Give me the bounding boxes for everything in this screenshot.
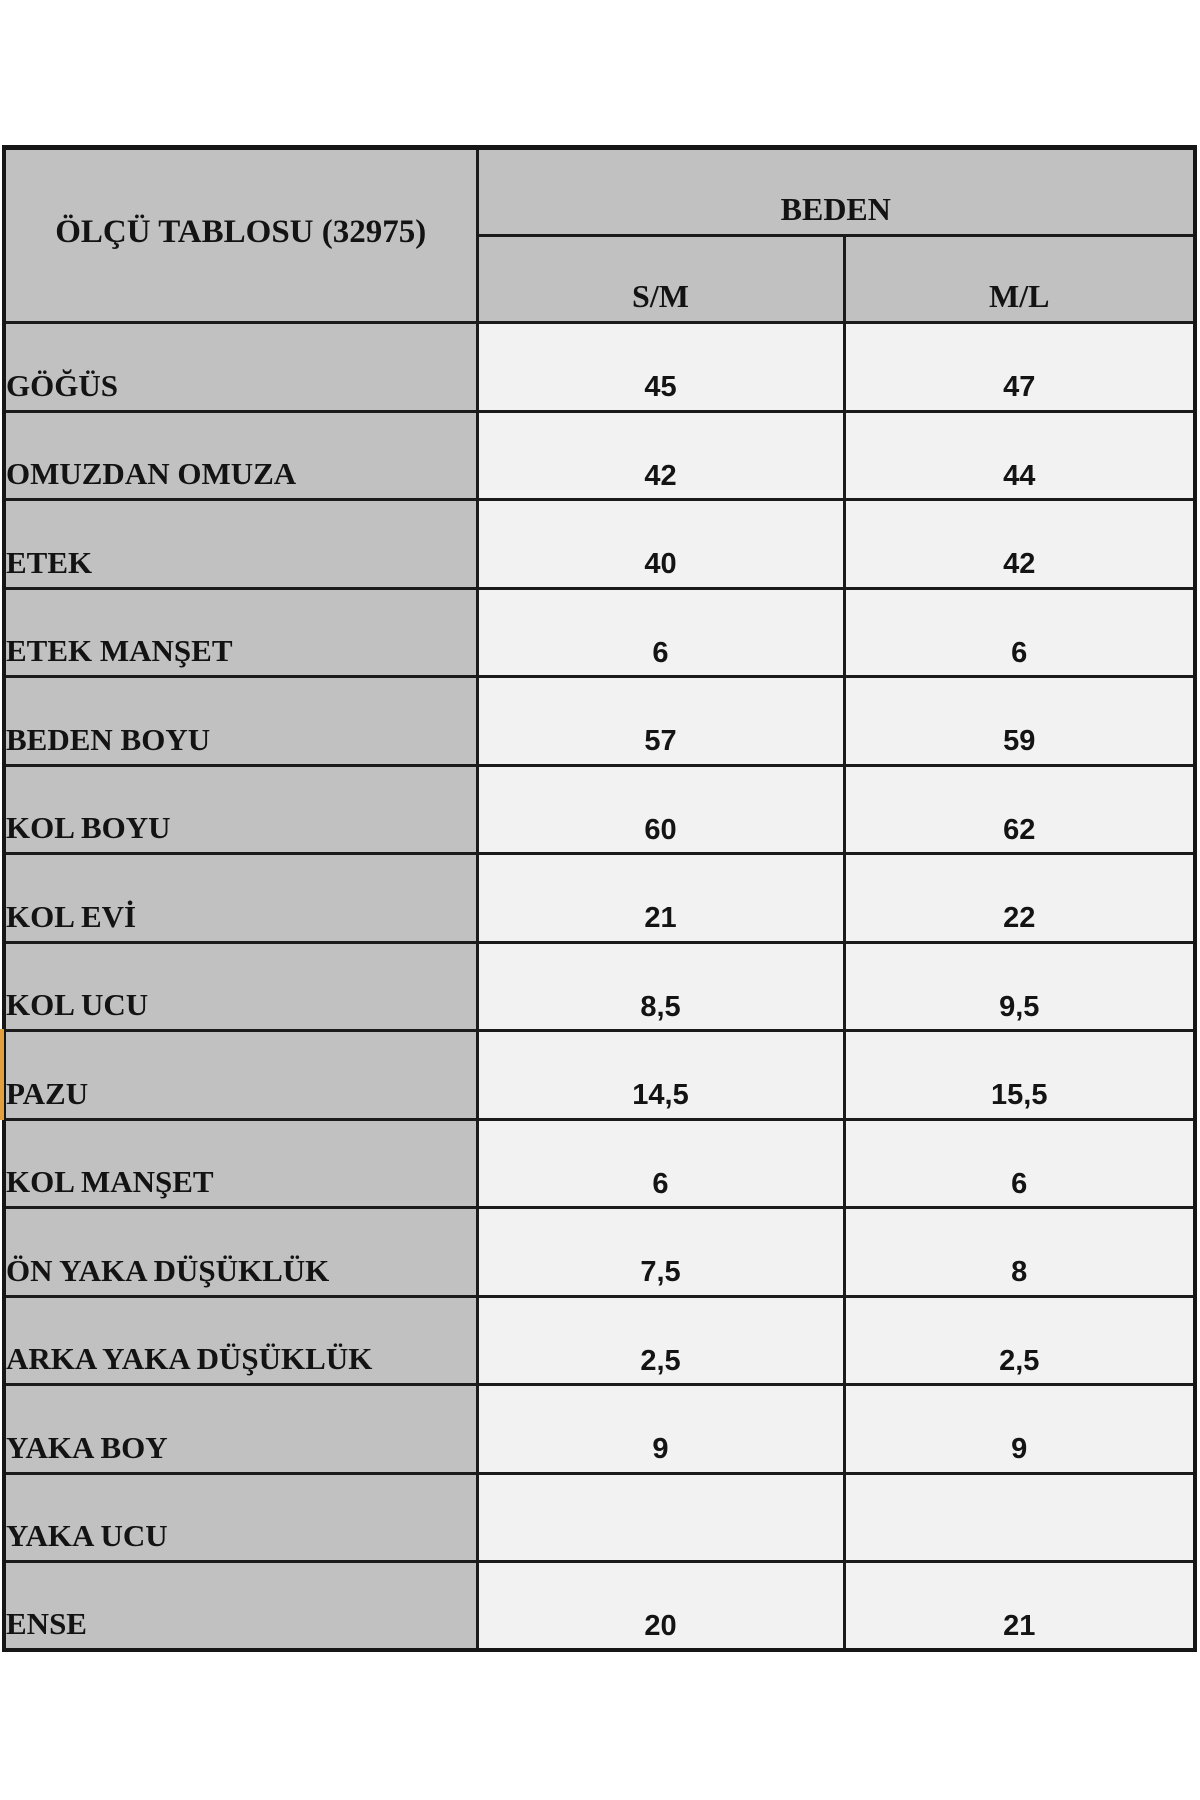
table-row: ÖN YAKA DÜŞÜKLÜK 7,5 8 <box>2 1206 1197 1298</box>
cell-ml[interactable]: 8 <box>842 1206 1197 1298</box>
table-title[interactable]: ÖLÇÜ TABLOSU (32975) <box>2 146 479 324</box>
row-label[interactable]: BEDEN BOYU <box>2 675 479 767</box>
cell-ml[interactable]: 22 <box>842 852 1197 944</box>
table-row: YAKA BOY 9 9 <box>2 1383 1197 1475</box>
header-row-group: ÖLÇÜ TABLOSU (32975) BEDEN <box>2 146 1197 324</box>
row-label[interactable]: YAKA UCU <box>2 1471 479 1563</box>
row-label[interactable]: ETEK MANŞET <box>2 586 479 678</box>
cell-sm[interactable]: 42 <box>475 409 846 501</box>
row-label[interactable]: OMUZDAN OMUZA <box>2 409 479 501</box>
cell-ml[interactable]: 44 <box>842 409 1197 501</box>
table-row: KOL MANŞET 6 6 <box>2 1117 1197 1209</box>
row-label[interactable]: KOL EVİ <box>2 852 479 944</box>
row-label[interactable]: KOL UCU <box>2 940 479 1032</box>
cell-ml[interactable]: 62 <box>842 763 1197 855</box>
cell-ml[interactable]: 21 <box>842 1560 1197 1652</box>
table-row-pazu: PAZU 14,5 15,5 <box>2 1029 1197 1121</box>
row-label[interactable]: ETEK <box>2 498 479 590</box>
cell-sm[interactable]: 40 <box>475 498 846 590</box>
cell-sm[interactable]: 6 <box>475 1117 846 1209</box>
cell-ml[interactable]: 6 <box>842 1117 1197 1209</box>
table-row: OMUZDAN OMUZA 42 44 <box>2 409 1197 501</box>
cell-sm[interactable]: 7,5 <box>475 1206 846 1298</box>
row-label[interactable]: PAZU <box>2 1029 479 1121</box>
row-label[interactable]: ARKA YAKA DÜŞÜKLÜK <box>2 1294 479 1386</box>
cell-sm[interactable]: 60 <box>475 763 846 855</box>
cell-sm[interactable]: 45 <box>475 321 846 413</box>
table-row: GÖĞÜS 45 47 <box>2 321 1197 413</box>
row-label[interactable]: GÖĞÜS <box>2 321 479 413</box>
table-row: ETEK 40 42 <box>2 498 1197 590</box>
cell-sm[interactable]: 6 <box>475 586 846 678</box>
table-row: ETEK MANŞET 6 6 <box>2 586 1197 678</box>
table-row: ENSE 20 21 <box>2 1560 1197 1652</box>
cell-sm[interactable]: 21 <box>475 852 846 944</box>
cell-ml[interactable]: 9,5 <box>842 940 1197 1032</box>
row-label[interactable]: KOL MANŞET <box>2 1117 479 1209</box>
cell-ml[interactable]: 15,5 <box>842 1029 1197 1121</box>
cell-sm[interactable]: 14,5 <box>475 1029 846 1121</box>
row-label[interactable]: YAKA BOY <box>2 1383 479 1475</box>
cell-sm[interactable]: 8,5 <box>475 940 846 1032</box>
cell-sm[interactable]: 9 <box>475 1383 846 1475</box>
table-row: ARKA YAKA DÜŞÜKLÜK 2,5 2,5 <box>2 1294 1197 1386</box>
header-row-sizes: S/M M/L <box>4 234 1197 324</box>
cell-sm[interactable]: 57 <box>475 675 846 767</box>
table-row: YAKA UCU <box>2 1471 1197 1563</box>
cell-ml[interactable]: 9 <box>842 1383 1197 1475</box>
cell-ml[interactable]: 47 <box>842 321 1197 413</box>
size-header-ml[interactable]: M/L <box>842 234 1197 324</box>
cell-ml[interactable]: 59 <box>842 675 1197 767</box>
cell-ml[interactable] <box>842 1471 1197 1563</box>
row-label[interactable]: KOL BOYU <box>2 763 479 855</box>
table-row: BEDEN BOYU 57 59 <box>2 675 1197 767</box>
size-header-sm[interactable]: S/M <box>475 234 846 324</box>
selection-accent-strip <box>0 1029 4 1120</box>
size-group-header[interactable]: BEDEN <box>475 146 1197 237</box>
cell-ml[interactable]: 2,5 <box>842 1294 1197 1386</box>
table-row: KOL BOYU 60 62 <box>2 763 1197 855</box>
size-chart-table: ÖLÇÜ TABLOSU (32975) BEDEN S/M M/L GÖĞÜS… <box>2 145 1197 1652</box>
table-row: KOL UCU 8,5 9,5 <box>2 940 1197 1032</box>
cell-sm[interactable]: 20 <box>475 1560 846 1652</box>
cell-ml[interactable]: 42 <box>842 498 1197 590</box>
cell-ml[interactable]: 6 <box>842 586 1197 678</box>
row-label[interactable]: ENSE <box>2 1560 479 1652</box>
row-label[interactable]: ÖN YAKA DÜŞÜKLÜK <box>2 1206 479 1298</box>
cell-sm[interactable] <box>475 1471 846 1563</box>
cell-sm[interactable]: 2,5 <box>475 1294 846 1386</box>
table-row: KOL EVİ 21 22 <box>2 852 1197 944</box>
